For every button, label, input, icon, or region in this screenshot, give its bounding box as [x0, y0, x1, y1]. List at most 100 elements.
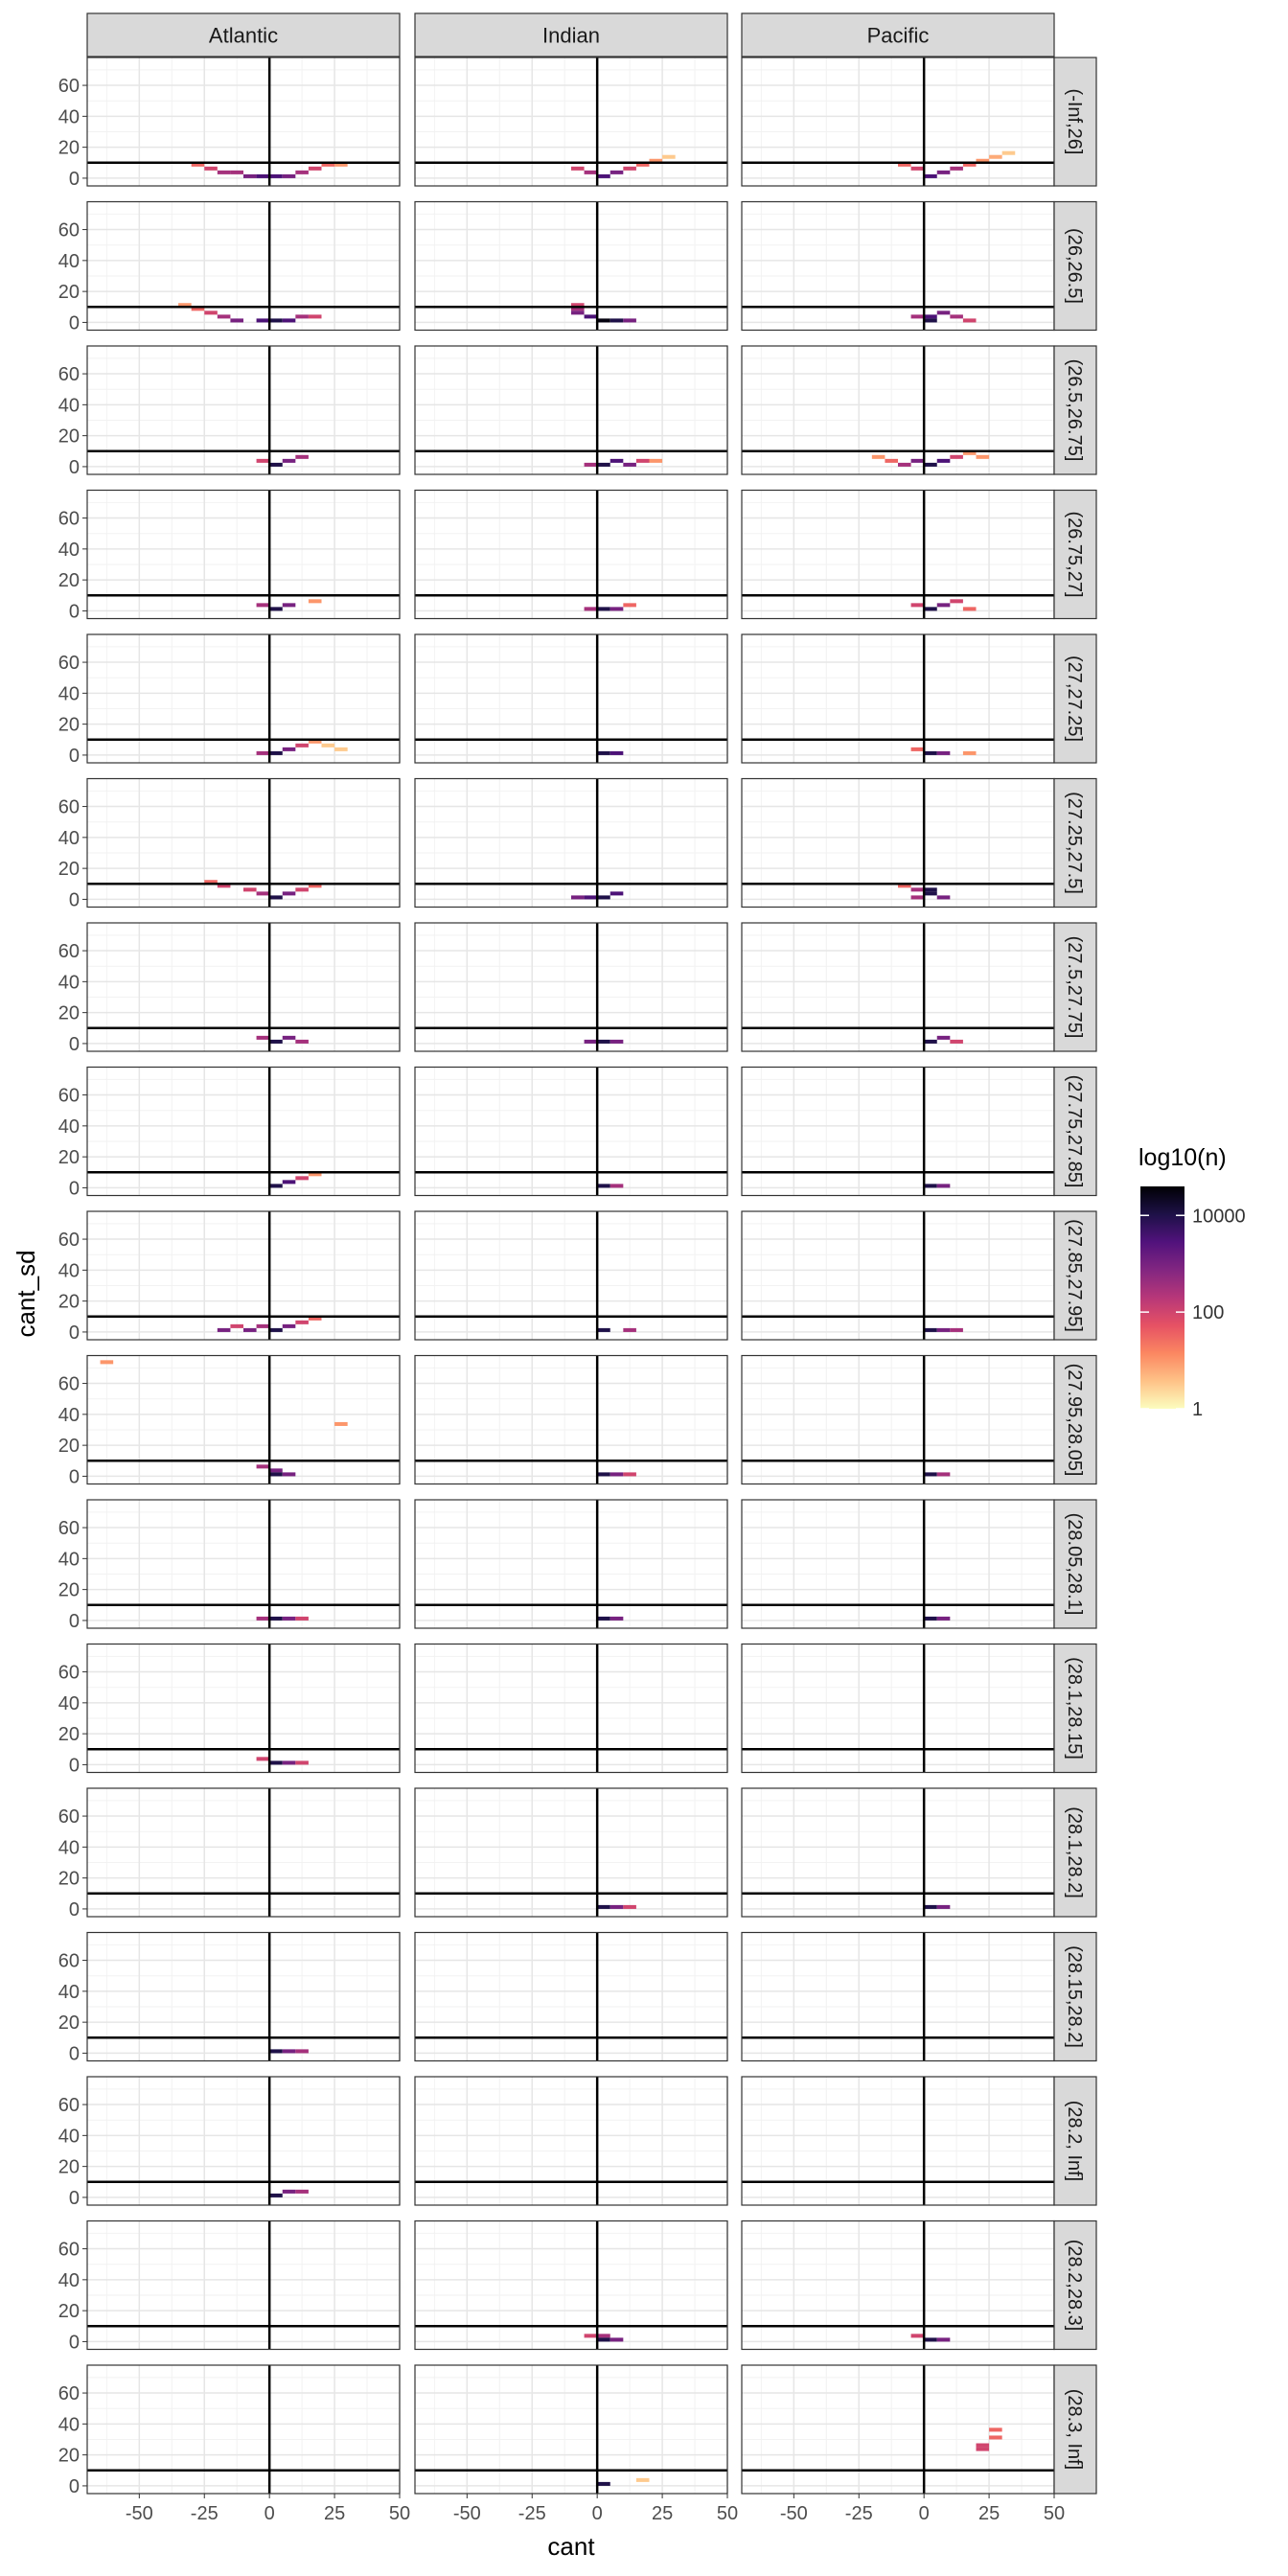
heatmap-cell: [623, 1472, 636, 1477]
y-tick-label: 40: [58, 1982, 80, 2003]
row-strip: [1053, 489, 1097, 620]
heatmap-cell: [571, 166, 585, 171]
y-tick-label: 0: [69, 1034, 80, 1055]
heatmap-cell: [649, 158, 663, 163]
heatmap-cell: [269, 1327, 283, 1332]
heatmap-cell: [230, 1323, 243, 1328]
heatmap-cell: [597, 750, 610, 755]
heatmap-cell: [610, 607, 624, 611]
heatmap-cell: [924, 887, 937, 892]
y-tick-label: 20: [58, 2157, 80, 2178]
heatmap-cell: [597, 318, 610, 323]
heatmap-cell: [936, 603, 951, 608]
facet-panel: [414, 57, 728, 187]
heatmap-cell: [623, 603, 636, 608]
x-tick-label: -25: [191, 2503, 218, 2524]
y-tick-label: 20: [58, 1003, 80, 1024]
y-axis-title: cant_sd: [12, 1250, 40, 1337]
facet-panel: [414, 345, 728, 475]
panel-border: [86, 1787, 401, 1918]
heatmap-cell: [282, 2049, 296, 2054]
facet-panel: [414, 922, 728, 1052]
y-tick-label: 60: [58, 1518, 80, 1539]
heatmap-cell: [282, 2189, 296, 2194]
facet-panel: [414, 633, 728, 764]
heatmap-cell: [950, 166, 963, 171]
x-tick-label: 50: [389, 2503, 410, 2524]
x-tick-label: 50: [717, 2503, 738, 2524]
y-tick-label: 60: [58, 364, 80, 385]
facet-panel: [86, 777, 401, 908]
y-tick-label: 20: [58, 2012, 80, 2034]
heatmap-cell: [308, 166, 322, 171]
x-tick-label: -50: [780, 2503, 808, 2524]
heatmap-cell: [936, 1616, 951, 1621]
heatmap-cell: [910, 747, 925, 751]
y-tick-label: 0: [69, 2188, 80, 2209]
panel-background: [742, 634, 1054, 763]
facet-panel: [86, 2076, 401, 2206]
heatmap-cell: [243, 173, 257, 178]
heatmap-cell: [597, 173, 610, 178]
heatmap-cell: [256, 1035, 270, 1040]
heatmap-cell: [584, 170, 598, 174]
x-tick-label: 25: [978, 2503, 1000, 2524]
x-tick-label: 25: [324, 2503, 345, 2524]
row-strip: [1053, 922, 1097, 1052]
y-tick-label: 60: [58, 941, 80, 962]
y-tick-label: 60: [58, 1374, 80, 1395]
panel-background: [415, 1644, 727, 1773]
y-tick-label: 20: [58, 138, 80, 159]
panel-background: [742, 1067, 1054, 1196]
heatmap-cell: [936, 1904, 951, 1909]
y-tick-label: 60: [58, 220, 80, 242]
heatmap-cell: [936, 170, 951, 174]
panel-background: [742, 2365, 1054, 2494]
heatmap-cell: [989, 2427, 1002, 2432]
row-strip-label: (26.75,27]: [1064, 511, 1085, 597]
facet-panel: [414, 1354, 728, 1485]
column-strip-label: Atlantic: [209, 24, 278, 48]
panel-background: [87, 58, 400, 186]
y-tick-label: 0: [69, 1899, 80, 1920]
heatmap-cell: [610, 458, 624, 463]
facet-panel: [414, 200, 728, 332]
panel-border: [414, 922, 728, 1052]
heatmap-cell: [334, 162, 348, 167]
heatmap-cell: [308, 884, 322, 888]
heatmap-cell: [924, 318, 937, 323]
heatmap-cell: [295, 2049, 309, 2054]
heatmap-cell: [269, 1468, 283, 1473]
heatmap-cell: [217, 1327, 231, 1332]
heatmap-cell: [649, 458, 663, 463]
panel-background: [742, 778, 1054, 908]
heatmap-cell: [976, 158, 990, 163]
heatmap-cell: [282, 1180, 296, 1184]
row-strip-label: (27.25,27.5]: [1064, 792, 1085, 894]
y-tick-label: 0: [69, 2043, 80, 2064]
y-tick-label: 60: [58, 76, 80, 97]
panel-border: [86, 2220, 401, 2351]
x-tick-label: 50: [1044, 2503, 1065, 2524]
heatmap-cell: [610, 1616, 624, 1621]
heatmap-cell: [610, 2337, 624, 2342]
y-tick-label: 40: [58, 1260, 80, 1281]
facet-panel: [741, 2364, 1055, 2495]
heatmap-cell: [584, 2334, 598, 2338]
heatmap-cell: [571, 303, 585, 308]
heatmap-cell: [936, 2337, 951, 2342]
heatmap-cell: [295, 170, 309, 174]
heatmap-cell: [623, 462, 636, 467]
legend-title: log10(n): [1138, 1144, 1227, 1171]
y-tick-label: 0: [69, 746, 80, 767]
row-strip: [1053, 1643, 1097, 1774]
panel-background: [87, 1932, 400, 2061]
panel-border: [86, 1643, 401, 1774]
heatmap-cell: [924, 750, 937, 755]
heatmap-cell: [597, 1616, 610, 1621]
heatmap-cell: [217, 170, 231, 174]
heatmap-cell: [910, 895, 925, 900]
y-tick-label: 40: [58, 2414, 80, 2435]
panel-background: [415, 1500, 727, 1628]
